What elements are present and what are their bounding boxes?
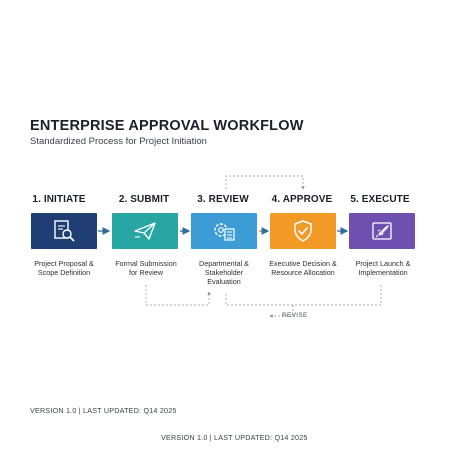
step-desc-submit: Formal Submission for Review (115, 259, 177, 277)
footer-version-left: VERSION 1.0 | LAST UPDATED: Q14 2025 (30, 406, 177, 415)
step-label-execute: 5. EXECUTE (350, 194, 410, 205)
step-desc-review: Departmental & Stakeholder Evaluation (199, 259, 249, 286)
step-label-approve: 4. APPROVE (271, 194, 333, 205)
diagram-title: ENTERPRISE APPROVAL WORKFLOW (30, 118, 304, 134)
step-box-approve[interactable] (270, 213, 336, 249)
step-label-review: 3. REVIEW (197, 194, 249, 205)
rocket-icon (372, 222, 392, 240)
step-box-review[interactable] (191, 213, 257, 249)
step-box-submit[interactable] (112, 213, 178, 249)
top-feedback-loop (225, 175, 305, 190)
shield-check-icon (294, 220, 312, 242)
paper-plane-icon (134, 222, 156, 240)
step-desc-approve: Executive Decision & Resource Allocation (269, 259, 337, 277)
step-label-initiate: 1. INITIATE (32, 194, 86, 205)
gear-checklist-icon (214, 223, 235, 241)
revise-loop-left (145, 285, 211, 306)
step-box-execute[interactable] (349, 213, 415, 249)
revise-label: REVISE (282, 312, 308, 319)
step-label-submit: 2. SUBMIT (118, 194, 170, 205)
revise-loop-right (225, 285, 382, 306)
diagram-subtitle: Standardized Process for Project Initiat… (30, 136, 207, 147)
document-search-icon (54, 220, 75, 242)
step-desc-execute: Project Launch & Implementation (355, 259, 411, 277)
step-desc-initiate: Project Proposal & Scope Definition (34, 259, 94, 277)
footer-version-center: VERSION 1.0 | LAST UPDATED: Q14 2025 (161, 433, 308, 442)
step-box-initiate[interactable] (31, 213, 97, 249)
